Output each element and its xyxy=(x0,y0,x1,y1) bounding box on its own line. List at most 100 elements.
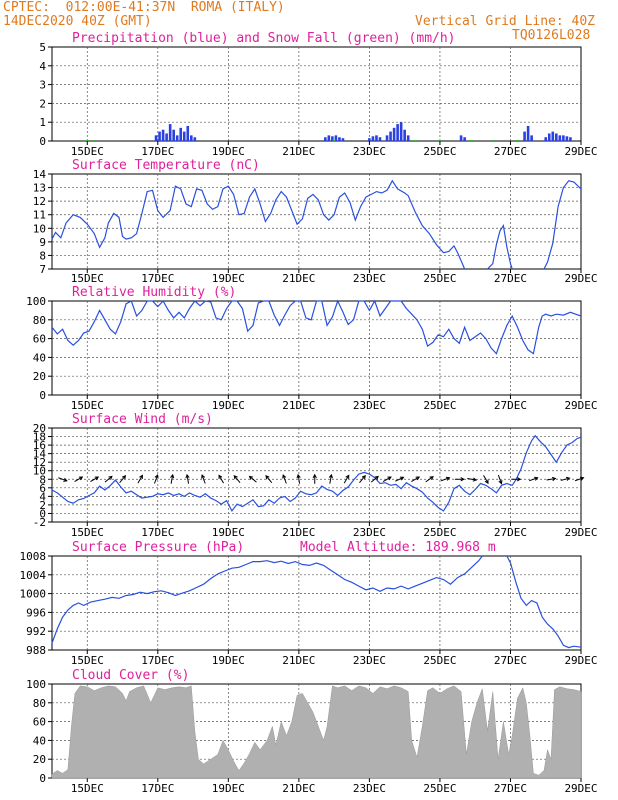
precip-bar xyxy=(378,137,382,141)
pressure-xtick-label: 19DEC xyxy=(212,654,245,667)
precip-bar xyxy=(569,137,572,141)
precip-ytick-label: 3 xyxy=(39,79,46,92)
cloud-ytick-label: 20 xyxy=(33,753,46,766)
wind-arrow-shaft xyxy=(154,474,159,484)
wind-arrow-head xyxy=(248,475,254,480)
precip-bar xyxy=(327,135,331,141)
cloud-ytick-label: 0 xyxy=(39,772,46,785)
wind-ytick-label: 10 xyxy=(33,465,46,478)
snow-bar xyxy=(470,140,473,141)
precip-ytick-label: 1 xyxy=(39,116,46,129)
wind-arrow-head xyxy=(282,474,287,479)
precip-title: Precipitation (blue) and Snow Fall (gree… xyxy=(72,31,456,46)
wind-arrow-head xyxy=(415,476,421,481)
precip-bar xyxy=(547,133,551,141)
wind-arrow-shaft xyxy=(425,476,434,483)
wind-ytick-label: 4 xyxy=(39,490,46,503)
precip-bar xyxy=(530,135,533,141)
snow-bar xyxy=(413,140,417,141)
precip-xtick-label: 17DEC xyxy=(141,145,174,158)
wind-arrow-shaft xyxy=(395,476,404,482)
wind-arrow-head xyxy=(498,479,503,485)
precip-bar xyxy=(168,124,172,141)
cloud-ytick-label: 80 xyxy=(33,697,46,710)
wind-arrow-head xyxy=(185,473,190,479)
humidity-xtick-label: 27DEC xyxy=(494,399,527,412)
wind-arrow-shaft xyxy=(467,477,477,481)
wind-arrow-shaft xyxy=(170,474,174,484)
precip-ytick-label: 4 xyxy=(39,60,46,73)
wind-xtick-label: 23DEC xyxy=(353,526,386,539)
temperature-ytick-label: 12 xyxy=(33,195,46,208)
wind-arrow-head xyxy=(429,476,434,481)
wind-arrow-head xyxy=(472,477,478,482)
header-grid-line: Vertical Grid Line: 40Z xyxy=(415,14,596,29)
wind-arrow-head xyxy=(387,476,392,481)
precip-xtick-label: 23DEC xyxy=(353,145,386,158)
precip-bar xyxy=(463,137,466,141)
temperature-line xyxy=(51,179,466,270)
precip-bar xyxy=(562,135,565,141)
precip-bar xyxy=(190,135,193,141)
wind-arrow-shaft xyxy=(370,475,379,483)
pressure-xtick-label: 21DEC xyxy=(282,654,315,667)
wind-xtick-label: 19DEC xyxy=(212,526,245,539)
temperature-xtick-label: 15DEC xyxy=(71,272,104,285)
wind-arrow-shaft xyxy=(137,475,143,484)
wind-arrow-shaft xyxy=(343,475,350,484)
precip-xtick-label: 21DEC xyxy=(282,145,315,158)
wind-arrow-shaft xyxy=(104,475,113,483)
wind-arrow-head xyxy=(78,476,84,481)
precip-xtick-label: 19DEC xyxy=(212,145,245,158)
cloud-xtick-label: 29DEC xyxy=(564,782,597,795)
precip-bar xyxy=(406,135,410,141)
precip-bar xyxy=(334,135,338,141)
humidity-xtick-label: 17DEC xyxy=(141,399,174,412)
pressure-line xyxy=(51,555,483,644)
wind-ytick-label: 8 xyxy=(39,473,46,486)
wind-ytick-label: 12 xyxy=(33,456,46,469)
humidity-xtick-label: 25DEC xyxy=(423,399,456,412)
wind-arrow-head xyxy=(374,475,379,480)
pressure-xtick-label: 29DEC xyxy=(564,654,597,667)
pressure-annotation: Model Altitude: 189.968 m xyxy=(300,540,496,555)
wind-arrow-shaft xyxy=(90,476,99,482)
pressure-xtick-label: 27DEC xyxy=(494,654,527,667)
wind-arrow-shaft xyxy=(74,476,83,482)
temperature-xtick-label: 17DEC xyxy=(141,272,174,285)
humidity-line xyxy=(51,299,582,355)
temperature-ytick-label: 11 xyxy=(33,209,46,222)
wind-arrow-head xyxy=(233,475,238,480)
cloud-xtick-label: 21DEC xyxy=(282,782,315,795)
humidity-xtick-label: 29DEC xyxy=(564,399,597,412)
wind-arrow-shaft xyxy=(546,477,556,481)
wind-arrow-head xyxy=(296,473,301,479)
wind-ytick-label: 18 xyxy=(33,431,46,444)
wind-arrow-head xyxy=(121,475,127,480)
snow-bar xyxy=(491,140,495,141)
wind-xtick-label: 17DEC xyxy=(141,526,174,539)
wind-arrow-shaft xyxy=(528,477,538,482)
wind-arrow-head xyxy=(201,474,206,479)
header-location: CPTEC: 012:00E-41:37N ROMA (ITALY) xyxy=(3,0,285,15)
wind-arrow-head xyxy=(108,475,113,480)
wind-line xyxy=(51,434,582,513)
precip-bar xyxy=(324,137,327,141)
wind-arrow-head xyxy=(460,477,465,482)
pressure-xtick-label: 25DEC xyxy=(423,654,456,667)
wind-arrow-head xyxy=(170,473,175,479)
temperature-xtick-label: 19DEC xyxy=(212,272,245,285)
pressure-ytick-label: 988 xyxy=(26,644,46,657)
wind-ytick-label: 2 xyxy=(39,499,46,512)
pressure-ytick-label: 992 xyxy=(26,625,46,638)
temperature-xtick-label: 25DEC xyxy=(423,272,456,285)
wind-arrow-shaft xyxy=(359,475,366,484)
wind-arrow-shaft xyxy=(119,475,126,484)
precip-bar xyxy=(523,131,526,141)
wind-xtick-label: 29DEC xyxy=(564,526,597,539)
cloud-title: Cloud Cover (%) xyxy=(72,668,189,683)
pressure-xtick-label: 23DEC xyxy=(353,654,386,667)
wind-arrow-shaft xyxy=(411,476,420,482)
wind-arrow-shaft xyxy=(574,477,584,482)
